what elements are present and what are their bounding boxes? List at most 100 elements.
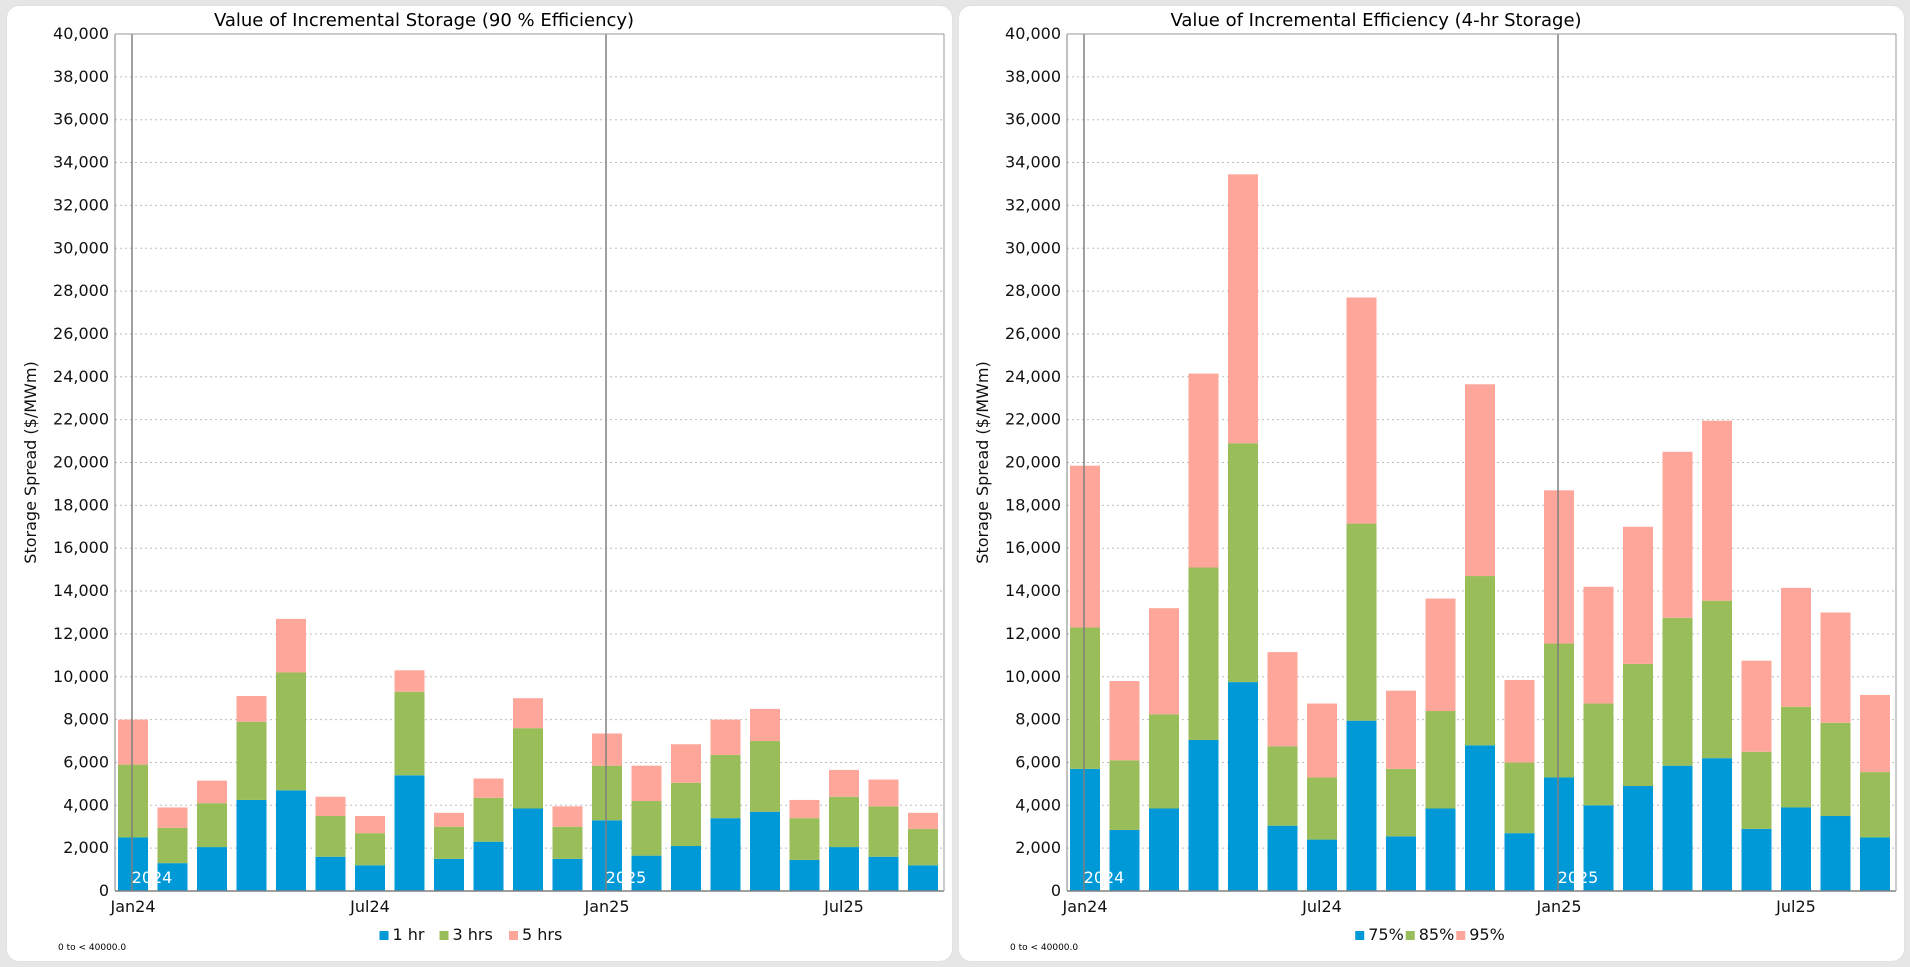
y-tick-label: 8,000 xyxy=(1015,710,1061,729)
bar-segment xyxy=(1544,777,1574,891)
y-tick-label: 18,000 xyxy=(1005,495,1061,514)
bar-segment xyxy=(157,863,188,891)
bar-segment xyxy=(1070,465,1100,628)
y-tick-label: 30,000 xyxy=(53,238,109,257)
y-tick-label: 16,000 xyxy=(1005,538,1061,557)
x-tick-label: Jul24 xyxy=(349,897,390,916)
bar-segment xyxy=(789,818,820,860)
bar-segment xyxy=(868,779,899,807)
bar-segment xyxy=(1623,526,1653,664)
bar-segment xyxy=(197,780,227,804)
bar-segment xyxy=(315,856,346,891)
y-tick-label: 26,000 xyxy=(1005,324,1061,343)
y-tick-label: 6,000 xyxy=(63,752,109,771)
bar-segment xyxy=(1425,808,1456,891)
legend-item-label: 5 hrs xyxy=(522,925,562,944)
y-tick-label: 20,000 xyxy=(1005,453,1061,472)
bar-segment xyxy=(1465,384,1495,577)
y-tick-label: 32,000 xyxy=(1005,195,1061,214)
y-tick-label: 10,000 xyxy=(53,667,109,686)
y-tick-label: 16,000 xyxy=(53,538,109,557)
bar-segment xyxy=(1583,703,1614,806)
bar-segment xyxy=(1188,567,1219,740)
bar-segment xyxy=(908,812,938,829)
bar-segment xyxy=(1109,829,1140,891)
bar-segment xyxy=(1188,373,1219,568)
bar-segment xyxy=(1544,490,1574,644)
bar-segment xyxy=(157,827,188,864)
y-tick-label: 4,000 xyxy=(1015,795,1061,814)
bar-segment xyxy=(1149,808,1179,891)
range-note: 0 to < 40000.0 xyxy=(58,943,126,953)
bar-segment xyxy=(1425,711,1456,809)
bar-segment xyxy=(236,799,267,891)
bar-segment xyxy=(118,764,148,838)
bar-segment xyxy=(1267,746,1298,826)
bar-segment xyxy=(552,826,583,859)
bar-segment xyxy=(1702,600,1732,759)
bar-segment xyxy=(1267,652,1298,747)
bar-segment xyxy=(434,812,464,827)
bar-segment xyxy=(1860,694,1890,773)
y-tick-label: 20,000 xyxy=(53,453,109,472)
y-tick-label: 12,000 xyxy=(1005,624,1061,643)
bar-segment xyxy=(1465,576,1495,746)
bar-segment xyxy=(1583,586,1614,704)
bar-segment xyxy=(513,808,543,891)
bar-segment xyxy=(473,797,504,842)
bar-segment xyxy=(1741,828,1772,891)
bar-segment xyxy=(355,833,385,866)
y-tick-label: 2,000 xyxy=(63,838,109,857)
bar-segment xyxy=(1623,786,1653,891)
bar-segment xyxy=(552,806,583,827)
x-tick-label: Jul24 xyxy=(1301,897,1342,916)
bar-segment xyxy=(750,708,780,742)
bar-segment xyxy=(1109,681,1140,761)
y-tick-label: 22,000 xyxy=(53,410,109,429)
bar-segment xyxy=(710,754,741,819)
bar-segment xyxy=(513,728,543,809)
bar-segment xyxy=(1386,836,1416,891)
bar-segment xyxy=(592,733,622,766)
bar-segment xyxy=(513,698,543,729)
bar-segment xyxy=(1662,451,1693,618)
bar-segment xyxy=(1307,777,1337,840)
bar-segment xyxy=(1741,660,1772,752)
bar-segment xyxy=(355,865,385,891)
y-tick-label: 4,000 xyxy=(63,795,109,814)
bar-segment xyxy=(1781,587,1811,707)
year-label: 2024 xyxy=(1084,868,1125,887)
bar-segment xyxy=(1583,805,1614,891)
y-tick-label: 24,000 xyxy=(53,367,109,386)
y-tick-label: 30,000 xyxy=(1005,238,1061,257)
y-axis-label: Storage Spread ($/MWm) xyxy=(21,361,40,563)
y-tick-label: 40,000 xyxy=(1005,24,1061,43)
y-tick-label: 0 xyxy=(99,881,109,900)
bar-segment xyxy=(394,691,425,776)
y-tick-label: 22,000 xyxy=(1005,410,1061,429)
legend-swatch xyxy=(509,931,518,940)
bar-segment xyxy=(1662,765,1693,891)
bar-segment xyxy=(1386,768,1416,837)
bar-segment xyxy=(1109,760,1140,830)
bar-segment xyxy=(394,775,425,891)
legend-swatch xyxy=(439,931,449,940)
bar-segment xyxy=(276,618,306,673)
y-tick-label: 34,000 xyxy=(53,153,109,172)
bar-segment xyxy=(434,858,464,891)
chart-title: Value of Incremental Storage (90 % Effic… xyxy=(214,10,634,31)
y-tick-label: 36,000 xyxy=(1005,110,1061,129)
y-tick-label: 2,000 xyxy=(1015,838,1061,857)
incremental-efficiency-chart: 0 2,000 4,000 6,000 8,000 10,000 12,000 14,000 1… xyxy=(973,10,1897,953)
year-label: 2024 xyxy=(132,868,173,887)
y-axis-label: Storage Spread ($/MWm) xyxy=(973,361,992,563)
bar-segment xyxy=(1781,706,1811,808)
bar-segment xyxy=(1702,758,1732,891)
bar-segment xyxy=(1820,816,1851,891)
y-tick-label: 14,000 xyxy=(53,581,109,600)
bar-segment xyxy=(1307,839,1337,891)
year-label: 2025 xyxy=(1558,868,1599,887)
bar-segment xyxy=(1662,617,1693,766)
year-label: 2025 xyxy=(606,868,647,887)
legend-item-label: 1 hr xyxy=(393,925,425,944)
